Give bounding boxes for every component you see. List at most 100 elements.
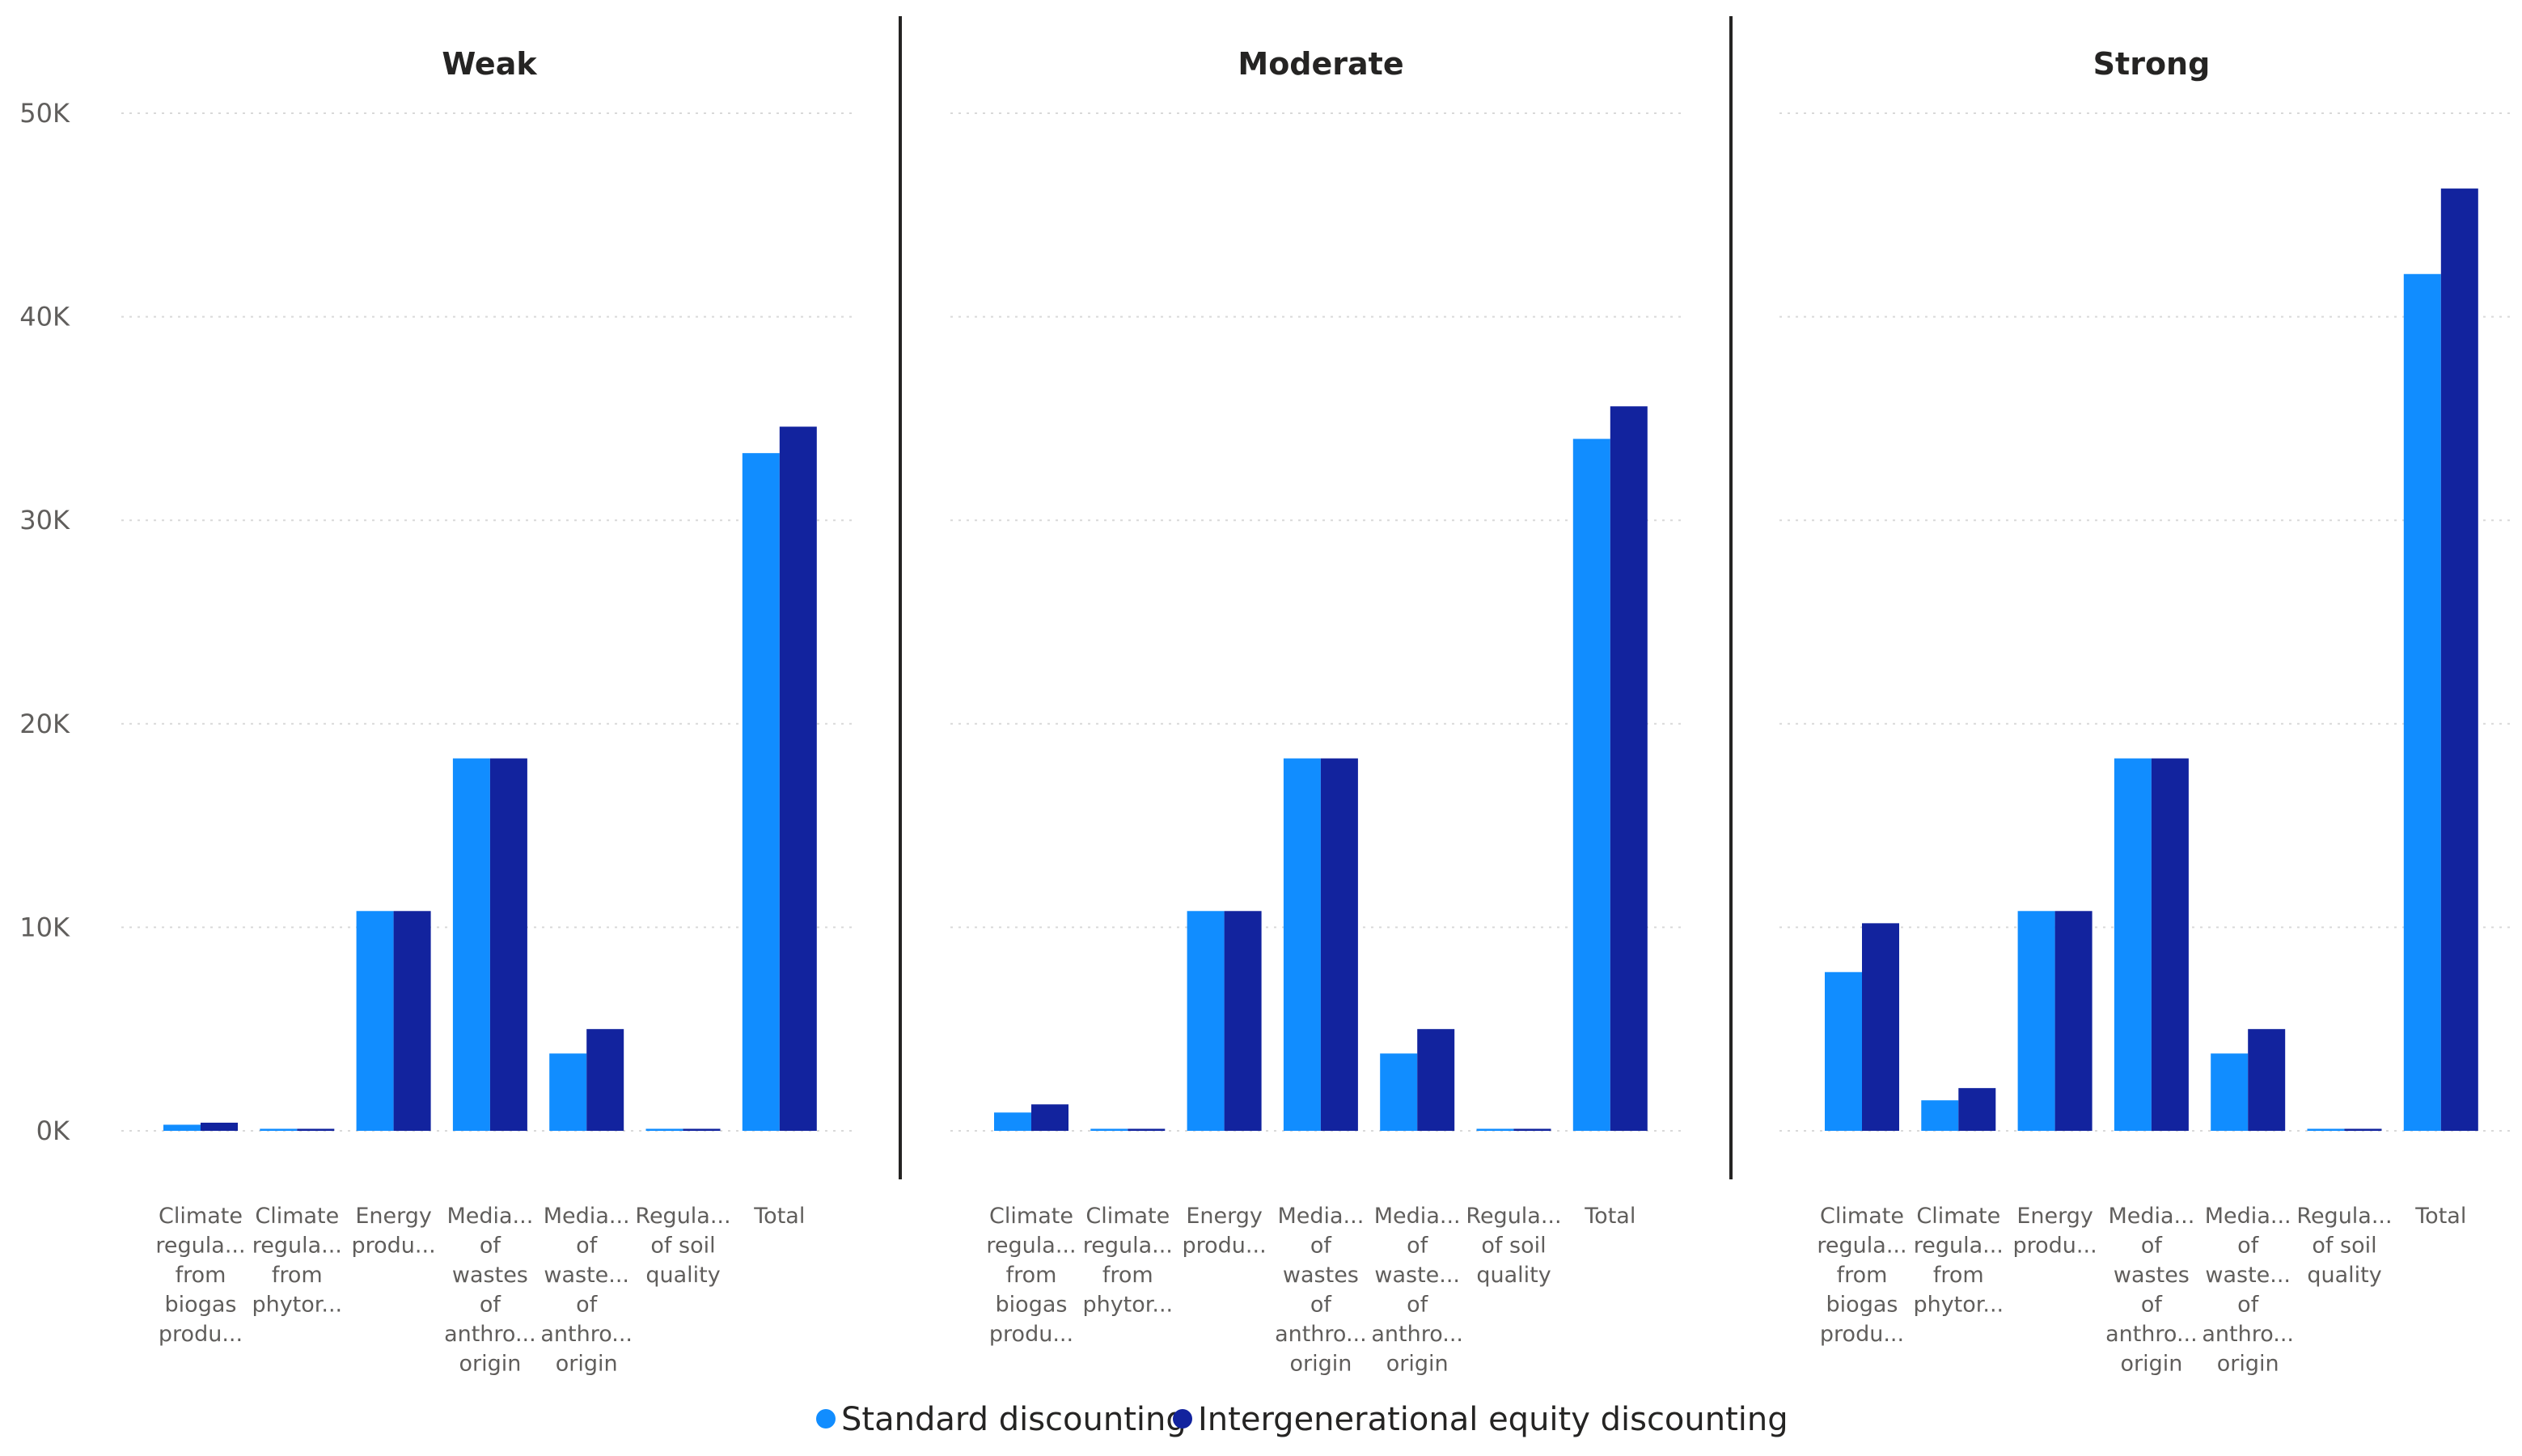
bar-intergenerational <box>2248 1029 2286 1131</box>
x-tick-label: phytor... <box>1082 1293 1173 1318</box>
bar-standard <box>994 1112 1031 1131</box>
bar-intergenerational <box>779 426 817 1131</box>
bar-standard <box>260 1128 298 1131</box>
bar-intergenerational <box>393 911 431 1131</box>
x-tick-label: phytor... <box>252 1293 342 1318</box>
x-tick-label: regula... <box>1914 1234 2004 1259</box>
y-tick-label: 0K <box>36 1115 70 1146</box>
bar-intergenerational <box>297 1128 335 1131</box>
x-tick-label: waste... <box>2205 1263 2291 1288</box>
x-tick-label: origin <box>2120 1352 2182 1377</box>
x-tick-label: quality <box>1476 1263 1551 1288</box>
x-tick-label: of <box>480 1293 502 1318</box>
x-tick-label: from <box>176 1263 226 1288</box>
y-tick-label: 20K <box>19 709 70 739</box>
bar-standard <box>2017 911 2055 1131</box>
x-tick-label: waste... <box>544 1263 629 1288</box>
x-tick-label: quality <box>2307 1263 2381 1288</box>
panel-title: Moderate <box>1238 46 1403 82</box>
x-tick-label: from <box>272 1263 323 1288</box>
x-tick-label: of <box>1310 1293 1333 1318</box>
legend-label: Standard discounting <box>841 1401 1187 1438</box>
x-tick-label: regula... <box>155 1234 245 1259</box>
x-tick-label: Regula... <box>635 1204 730 1229</box>
bar-standard <box>1090 1128 1128 1131</box>
legend-label: Intergenerational equity discounting <box>1198 1401 1788 1438</box>
bar-intergenerational <box>201 1122 238 1131</box>
y-tick-label: 10K <box>19 912 70 942</box>
x-tick-label: Regula... <box>2296 1204 2392 1229</box>
x-tick-label: Total <box>1584 1204 1635 1229</box>
x-tick-label: Media... <box>544 1204 630 1229</box>
bar-intergenerational <box>1862 923 1899 1131</box>
x-tick-label: of soil <box>2312 1234 2376 1259</box>
bar-intergenerational <box>2151 758 2189 1131</box>
x-tick-label: of soil <box>650 1234 715 1259</box>
x-tick-label: of <box>2237 1234 2260 1259</box>
x-tick-label: anthro... <box>1275 1322 1367 1347</box>
x-tick-label: of <box>1407 1234 1429 1259</box>
x-tick-label: of <box>2141 1234 2164 1259</box>
x-tick-label: wastes <box>452 1263 528 1288</box>
bar-standard <box>1187 911 1225 1131</box>
x-tick-label: quality <box>645 1263 720 1288</box>
x-tick-label: anthro... <box>540 1322 633 1347</box>
x-tick-label: of <box>576 1234 599 1259</box>
y-tick-label: 40K <box>19 302 70 332</box>
x-tick-label: from <box>1837 1263 1888 1288</box>
x-tick-label: biogas <box>1826 1293 1898 1318</box>
x-tick-label: Media... <box>1277 1204 1364 1229</box>
bar-intergenerational <box>2344 1128 2382 1131</box>
x-tick-label: Total <box>2414 1204 2466 1229</box>
bar-standard <box>645 1128 683 1131</box>
x-tick-label: regula... <box>252 1234 342 1259</box>
x-tick-label: produ... <box>2013 1234 2097 1259</box>
x-tick-label: of soil <box>1481 1234 1546 1259</box>
x-tick-label: Regula... <box>1466 1204 1561 1229</box>
bar-intergenerational <box>683 1128 721 1131</box>
x-tick-label: produ... <box>1183 1234 1267 1259</box>
bar-intergenerational <box>1958 1088 1996 1131</box>
x-tick-label: of <box>576 1293 599 1318</box>
x-tick-label: Climate <box>1085 1204 1170 1229</box>
x-tick-label: anthro... <box>444 1322 536 1347</box>
bar-standard <box>1476 1128 1514 1131</box>
x-tick-label: origin <box>459 1352 521 1377</box>
x-tick-label: of <box>1310 1234 1333 1259</box>
x-tick-label: Energy <box>2016 1204 2093 1229</box>
x-tick-label: from <box>1933 1263 1984 1288</box>
x-tick-label: Energy <box>355 1204 432 1229</box>
x-tick-label: anthro... <box>1371 1322 1463 1347</box>
x-tick-label: of <box>1407 1293 1429 1318</box>
x-tick-label: Climate <box>159 1204 243 1229</box>
x-tick-label: origin <box>2217 1352 2279 1377</box>
x-tick-label: produ... <box>159 1322 243 1347</box>
panel-title: Weak <box>442 46 537 82</box>
x-tick-label: biogas <box>996 1293 1068 1318</box>
x-tick-label: Total <box>753 1204 805 1229</box>
x-tick-label: from <box>1102 1263 1153 1288</box>
x-tick-label: wastes <box>2114 1263 2190 1288</box>
bar-intergenerational <box>586 1029 624 1131</box>
y-tick-label: 50K <box>19 98 70 129</box>
x-tick-label: Energy <box>1186 1204 1263 1229</box>
x-tick-label: Media... <box>2108 1204 2194 1229</box>
x-tick-label: Climate <box>255 1204 339 1229</box>
bar-standard <box>2114 758 2152 1131</box>
x-tick-label: anthro... <box>2202 1322 2294 1347</box>
x-tick-label: wastes <box>1283 1263 1359 1288</box>
bar-standard <box>2211 1053 2249 1131</box>
bar-standard <box>1283 758 1321 1131</box>
bar-intergenerational <box>489 758 527 1131</box>
x-tick-label: produ... <box>1820 1322 1904 1347</box>
bar-intergenerational <box>1610 406 1648 1132</box>
x-tick-label: origin <box>1386 1352 1449 1377</box>
bar-standard <box>452 758 490 1131</box>
bar-standard <box>549 1053 587 1131</box>
bar-intergenerational <box>1224 911 1262 1131</box>
x-tick-label: Media... <box>2205 1204 2291 1229</box>
x-tick-label: regula... <box>986 1234 1076 1259</box>
x-tick-label: Media... <box>446 1204 533 1229</box>
x-tick-label: produ... <box>352 1234 436 1259</box>
